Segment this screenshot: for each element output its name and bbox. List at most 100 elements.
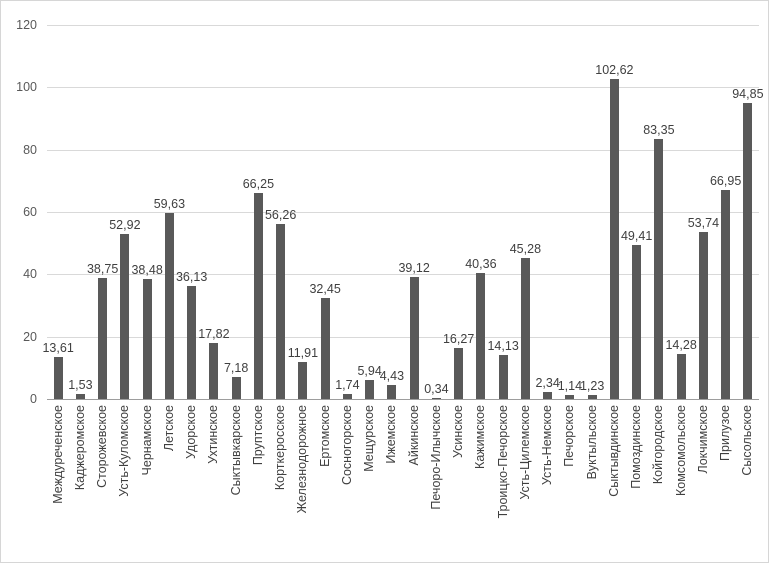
x-axis-category-label: Железнодорожное [295, 405, 310, 514]
gridline [47, 150, 759, 151]
bar-value-label: 83,35 [643, 123, 675, 137]
bar [253, 193, 263, 399]
bar [543, 392, 553, 399]
bar [743, 103, 753, 399]
bar [298, 362, 308, 399]
bar-value-label: 102,62 [595, 63, 634, 77]
bar [698, 232, 708, 399]
x-axis-category-label: Сторожевское [95, 405, 110, 488]
bar [387, 385, 397, 399]
bar-value-label: 14,28 [665, 338, 697, 352]
bar-value-label: 66,95 [709, 174, 742, 188]
x-axis-category-label: Чернамское [139, 405, 154, 476]
bar-value-label: 40,36 [465, 257, 497, 271]
bar-value-label: 36,13 [175, 270, 208, 284]
bar [431, 398, 441, 399]
x-axis-category-label: Усть-Куломское [117, 405, 132, 497]
x-axis-category-label: Троицко-Печорское [495, 405, 510, 519]
x-axis-category-label: Сыктывкарское [228, 405, 243, 496]
y-axis-tick-label: 120 [16, 18, 37, 32]
x-axis-category-label: Ижемское [384, 405, 399, 464]
x-axis-line [47, 399, 759, 400]
bar [53, 357, 63, 399]
x-axis-category-label: Удорское [184, 405, 199, 459]
bar-value-label: 38,48 [131, 263, 163, 277]
bar-value-label: 49,41 [620, 229, 653, 243]
bar [454, 348, 464, 399]
bar-value-label: 7,18 [223, 361, 249, 375]
x-axis-category-label: Койгородское [651, 405, 666, 485]
bar [520, 258, 530, 399]
gridline [47, 25, 759, 26]
x-axis-category-label: Локчимское [695, 405, 710, 474]
y-axis-tick-label: 60 [23, 205, 37, 219]
bar-value-label: 45,28 [509, 242, 542, 256]
bar-value-label: 53,74 [687, 216, 720, 230]
bar-value-label: 1,53 [68, 378, 93, 392]
bar-value-label: 59,63 [153, 197, 186, 211]
gridline [47, 274, 759, 275]
bar-value-label: 32,45 [309, 282, 341, 296]
x-axis-category-label: Прилузое [718, 405, 733, 461]
bar [498, 355, 508, 399]
y-axis-tick-label: 0 [30, 392, 37, 406]
bar-value-label: 56,26 [264, 208, 297, 222]
bar [98, 278, 108, 399]
bar [587, 395, 597, 399]
bar-value-label: 39,12 [398, 261, 430, 275]
bar [75, 394, 85, 399]
bar [365, 380, 375, 399]
x-axis-category-label: Летское [161, 405, 176, 452]
bar [476, 273, 486, 399]
bar [409, 277, 419, 399]
x-axis-category-label: Усть-Цилемское [517, 405, 532, 500]
x-axis-category-label: Усинское [451, 405, 466, 459]
bar [721, 190, 731, 399]
bar-value-label: 2,34 [535, 376, 560, 390]
y-axis-tick-label: 80 [23, 143, 37, 157]
bar [276, 224, 286, 399]
bar [320, 298, 330, 399]
bar [187, 286, 197, 399]
gridline [47, 87, 759, 88]
x-axis-category-label: Ертомское [317, 405, 332, 467]
bar [632, 245, 642, 399]
bar-value-label: 11,91 [287, 346, 319, 360]
y-axis-tick-label: 40 [23, 267, 37, 281]
gridline [47, 337, 759, 338]
y-axis-tick-label: 20 [23, 330, 37, 344]
bar-value-label: 38,75 [86, 262, 119, 276]
bar-value-label: 1,14 [557, 379, 583, 393]
bar [654, 139, 664, 399]
gridline [47, 212, 759, 213]
x-axis-category-label: Ухтинское [206, 405, 221, 464]
bar-value-label: 52,92 [109, 218, 141, 232]
x-axis-category-label: Кажимское [473, 405, 488, 469]
x-axis-category-label: Междуреченское [50, 405, 65, 504]
bar [231, 377, 241, 399]
bar-value-label: 17,82 [198, 327, 230, 341]
bar-value-label: 94,85 [732, 87, 764, 101]
x-axis-category-label: Мещурское [362, 405, 377, 472]
bar [565, 395, 575, 399]
x-axis-category-label: Сосногорское [339, 405, 354, 486]
bar-value-label: 1,23 [579, 379, 605, 393]
y-axis-tick-label: 100 [16, 80, 37, 94]
bar [676, 354, 686, 399]
bar-value-label: 14,13 [487, 339, 519, 353]
x-axis-category-label: Каджеромское [72, 405, 87, 491]
plot-area: 13,61 1,53 38,75 52,92 38,48 59,63 36,13 17,82 7… [42, 25, 764, 400]
bar [164, 213, 174, 399]
x-axis-category-label: Айкинское [406, 405, 421, 466]
bar-value-label: 1,74 [335, 378, 360, 392]
bar [209, 343, 219, 399]
x-axis-category-label: Усть-Немское [540, 405, 555, 486]
bar [609, 79, 619, 399]
bar-value-label: 16,27 [442, 332, 475, 346]
x-axis-category-label: Корткеросское [273, 405, 288, 491]
x-axis-category-label: Печоро-Илычское [428, 405, 443, 510]
bar [120, 234, 130, 399]
x-axis-category-label: Комсомольское [673, 405, 688, 497]
bar-value-label: 5,94 [357, 364, 382, 378]
